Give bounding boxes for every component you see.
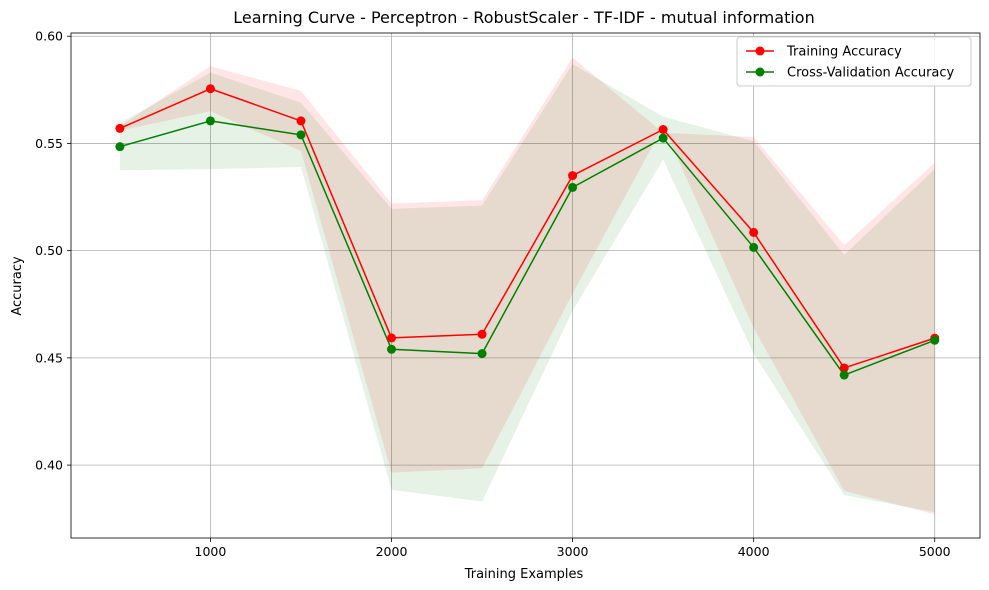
training-accuracy-point-2500 [477, 329, 487, 339]
y-tick-label-0.60: 0.60 [35, 29, 63, 44]
chart-title: Learning Curve - Perceptron - RobustScal… [233, 8, 814, 27]
cross-validation-accuracy-point-1000 [205, 116, 215, 126]
cross-validation-accuracy-point-2500 [477, 349, 487, 359]
training-accuracy-point-500 [115, 123, 125, 133]
cross-validation-accuracy-line [119, 120, 935, 376]
x-axis-label: Training Examples [464, 567, 584, 582]
x-tick-label-2000: 2000 [376, 544, 408, 559]
cross-validation-accuracy-point-5000 [930, 335, 940, 345]
x-tick-label-4000: 4000 [738, 544, 770, 559]
training-accuracy-point-3000 [568, 171, 578, 181]
axis-ticks: 1000 2000 3000 4000 5000 0.40 0.45 0.50 0.55 0.60 [35, 29, 951, 559]
y-axis-label: Accuracy [10, 256, 25, 316]
cross-validation-accuracy-point-4500 [839, 370, 849, 380]
y-tick-label-0.40: 0.40 [35, 458, 63, 473]
cross-validation-accuracy-point-4000 [749, 242, 759, 252]
x-tick-label-3000: 3000 [557, 544, 589, 559]
series-lines [119, 88, 935, 376]
x-tick-label-1000: 1000 [195, 544, 227, 559]
legend-entry-training: Training Accuracy [746, 45, 902, 60]
y-tick-label-0.50: 0.50 [35, 243, 63, 258]
training-accuracy-point-4500 [839, 363, 849, 373]
legend-entry-cross-validation: Cross-Validation Accuracy [746, 66, 955, 81]
training-accuracy-point-2000 [387, 333, 397, 343]
legend-swatch-cross-validation-marker [755, 67, 765, 77]
legend: Training Accuracy Cross-Validation Accur… [736, 36, 972, 87]
legend-swatch-training-marker [755, 46, 765, 56]
plot-area-frame [70, 32, 981, 539]
legend-box [736, 36, 972, 87]
x-tick-label-5000: 5000 [919, 544, 951, 559]
training-accuracy-point-3500 [658, 124, 668, 134]
cross-validation-accuracy-point-500 [115, 142, 125, 152]
training-accuracy-band [119, 57, 935, 515]
y-tick-label-0.45: 0.45 [35, 350, 63, 365]
legend-label-training: Training Accuracy [786, 45, 902, 60]
cross-validation-accuracy-point-3000 [568, 182, 578, 192]
training-accuracy-point-4000 [749, 227, 759, 237]
cross-validation-accuracy-point-1500 [296, 130, 306, 140]
training-accuracy-point-1000 [205, 84, 215, 94]
y-tick-label-0.55: 0.55 [35, 136, 63, 151]
cross-validation-accuracy-point-2000 [387, 344, 397, 354]
training-accuracy-point-1500 [296, 116, 306, 126]
series-markers [115, 84, 940, 380]
grid-lines [71, 33, 980, 538]
legend-label-cross-validation: Cross-Validation Accuracy [787, 66, 955, 81]
cross-validation-accuracy-point-3500 [658, 133, 668, 143]
training-accuracy-line [119, 88, 935, 369]
